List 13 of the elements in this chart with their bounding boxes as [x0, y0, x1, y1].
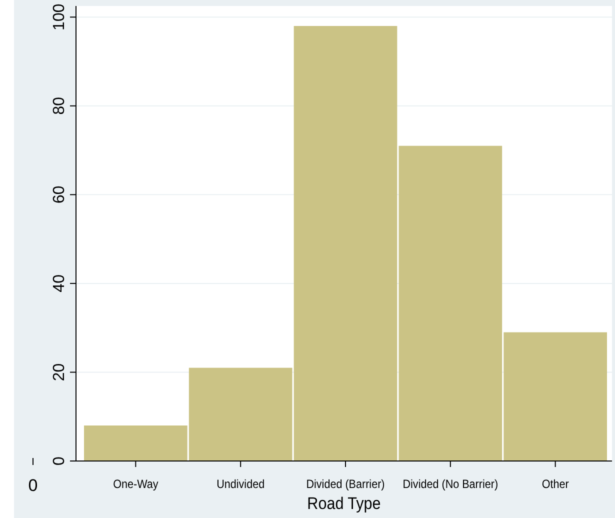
y-tick-label: 40: [51, 274, 68, 292]
y-tick-label: 0: [51, 456, 68, 466]
x-tick-label: Divided (Barrier): [306, 478, 385, 492]
y-tick-label: 60: [51, 186, 68, 204]
text: 0: [28, 476, 38, 495]
x-tick-label: Undivided: [216, 478, 265, 492]
x-tick-label: Divided (No Barrier): [402, 478, 498, 492]
y-tick-label: 80: [51, 96, 68, 115]
x-axis-title: Road Type: [307, 494, 381, 514]
y-tick-label: 20: [51, 363, 68, 382]
x-tick-label: Other: [542, 478, 570, 492]
y-tick-label: 100: [51, 4, 68, 30]
x-tick-label: One-Way: [113, 478, 159, 492]
